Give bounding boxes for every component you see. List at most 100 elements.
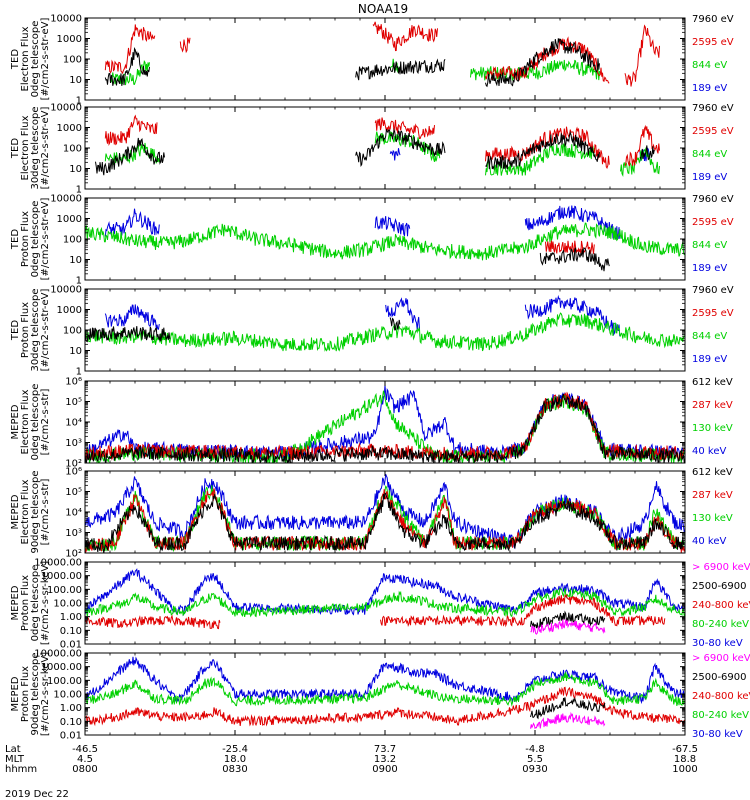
series-7960-ev — [95, 127, 655, 176]
x-tick-label: -67.5 — [672, 744, 698, 755]
legend-entry: 2595 eV — [692, 126, 734, 137]
y-tick-label: 100 — [63, 235, 82, 246]
x-row-name: hhmm — [5, 764, 37, 775]
y-tick-label: 10⁴ — [65, 418, 82, 429]
y-tick-label: 1 — [76, 185, 82, 196]
legend-entry: 240-800 keV — [692, 600, 750, 611]
series-240-800-kev — [85, 593, 666, 630]
y-axis-label: TEDProton Flux30deg telescope[#/cm2-s-st… — [10, 288, 51, 371]
y-tick-label: 10000.00 — [34, 558, 82, 569]
legend-entry: 7960 eV — [692, 194, 734, 205]
series-7960-ev — [104, 38, 600, 88]
legend-entry: 30-80 keV — [692, 638, 743, 649]
y-tick-label: 1000 — [57, 123, 82, 134]
panel-5: 10⁶ 10⁵ 10⁴ 10³ 10² MEPEDElectron Flux0deg te… — [10, 377, 733, 470]
legend-entry: 2595 eV — [692, 37, 734, 48]
legend-entry: 40 keV — [692, 446, 726, 457]
series-844-ev — [85, 312, 685, 352]
series-6900-kev — [530, 619, 606, 635]
legend-entry: 80-240 keV — [692, 710, 749, 721]
y-tick-label: 10² — [65, 459, 82, 470]
series-30-80-kev — [85, 568, 685, 617]
y-tick-label: 10000.00 — [34, 649, 82, 660]
legend-entry: 844 eV — [692, 331, 727, 342]
legend: > 6900 keV 2500-6900 240-800 keV 80-240 keV… — [692, 653, 750, 740]
legend-entry: 2595 eV — [692, 308, 734, 319]
legend-entry: 287 keV — [692, 400, 733, 411]
date-label: 2019 Dec 22 — [5, 789, 69, 800]
traces — [104, 21, 660, 88]
y-axis-label: TEDElectron Flux0deg telescope[#/cm2-s-s… — [10, 18, 51, 101]
y-axis-label: MEPEDProton Flux90deg telescope[#/cm2-s-… — [10, 652, 51, 736]
y-tick-label: 10.00 — [53, 690, 82, 701]
panel-7: 10000.00 1000.00 100.00 10.00 1.00 0.10 0.01 ME… — [10, 558, 750, 651]
y-tick-label: 10000 — [50, 14, 82, 25]
series-240-800-kev — [85, 686, 685, 727]
series-2595-ev — [545, 240, 595, 255]
legend: 7960 eV 2595 eV 844 eV 189 eV — [692, 103, 734, 183]
series-2500-6900 — [530, 610, 606, 629]
panel-6: 10⁶ 10⁵ 10⁴ 10³ 10² MEPEDElectron Flux90deg t… — [10, 467, 733, 560]
series-6900-kev — [530, 711, 606, 730]
legend: 7960 eV 2595 eV 844 eV 189 eV — [692, 14, 734, 94]
y-axis-label: TEDProton Flux0deg telescope[#/cm2-s-str… — [10, 198, 51, 281]
legend-entry: 130 keV — [692, 513, 733, 524]
traces — [85, 656, 685, 730]
x-tick-label: -4.8 — [525, 744, 545, 755]
legend-entry: 189 eV — [692, 263, 727, 274]
y-tick-label: 0.01 — [60, 731, 82, 742]
legend-entry: 7960 eV — [692, 103, 734, 114]
legend-entry: 2500-6900 — [692, 672, 747, 683]
legend-entry: 30-80 keV — [692, 729, 743, 740]
y-tick-label: 1.00 — [60, 703, 82, 714]
series-612-kev — [85, 393, 685, 463]
legend-entry: > 6900 keV — [692, 653, 750, 664]
y-axis-label: MEPEDElectron Flux0deg telescope[#/cm2-s… — [10, 384, 51, 461]
legend: 612 keV 287 keV 130 keV 40 keV — [692, 377, 733, 457]
series-2500-6900 — [530, 696, 606, 720]
y-tick-label: 10000 — [50, 194, 82, 205]
y-tick-label: 1000.00 — [41, 571, 82, 582]
traces — [85, 294, 685, 352]
chart-title: NOAA19 — [358, 2, 408, 16]
y-tick-label: 1.00 — [60, 612, 82, 623]
panels: 10000 1000 100 10 1 TEDElectron Flux0deg tele… — [10, 14, 750, 742]
y-tick-label: 10⁵ — [65, 487, 82, 498]
traces — [85, 205, 685, 272]
legend-entry: 80-240 keV — [692, 619, 749, 630]
legend-entry: 7960 eV — [692, 14, 734, 25]
y-axis-label: TEDElectron Flux30deg telescope[#/cm2-s-… — [10, 106, 51, 189]
y-tick-label: 10.00 — [53, 599, 82, 610]
y-tick-label: 1000.00 — [41, 662, 82, 673]
legend: > 6900 keV 2500-6900 240-800 keV 80-240 keV… — [692, 562, 750, 649]
x-tick-label: 0800 — [72, 764, 97, 775]
y-tick-label: 10000 — [50, 285, 82, 296]
y-tick-label: 10³ — [65, 528, 82, 539]
legend-entry: 189 eV — [692, 83, 727, 94]
x-tick-label: -46.5 — [72, 744, 98, 755]
x-tick-label: 73.7 — [374, 744, 396, 755]
y-axis-label: MEPEDElectron Flux90deg telescope[#/cm2-… — [10, 470, 51, 553]
y-tick-label: 10 — [69, 255, 82, 266]
x-tick-label: 4.5 — [77, 754, 93, 765]
legend-entry: 240-800 keV — [692, 691, 750, 702]
series-189-ev — [104, 205, 621, 240]
legend-entry: 844 eV — [692, 240, 727, 251]
y-tick-label: 100 — [63, 326, 82, 337]
traces — [85, 474, 685, 553]
panel-8: 10000.00 1000.00 100.00 10.00 1.00 0.10 0.01 ME… — [10, 649, 750, 742]
y-tick-label: 1000 — [57, 214, 82, 225]
y-tick-label: 0.10 — [60, 717, 82, 728]
series-30-80-kev — [85, 656, 685, 705]
series-40-kev — [85, 474, 685, 550]
series-2595-ev — [104, 114, 660, 170]
legend: 612 keV 287 keV 130 keV 40 keV — [692, 467, 733, 547]
y-tick-label: 10 — [69, 164, 82, 175]
legend-entry: 844 eV — [692, 60, 727, 71]
panel-4: 10000 1000 100 10 1 TEDProton Flux30deg teles… — [10, 285, 734, 378]
series-612-kev — [85, 492, 685, 553]
x-tick-label: 18.8 — [674, 754, 696, 765]
panel-1: 10000 1000 100 10 1 TEDElectron Flux0deg tele… — [10, 14, 734, 107]
x-row-name: Lat — [5, 744, 21, 755]
